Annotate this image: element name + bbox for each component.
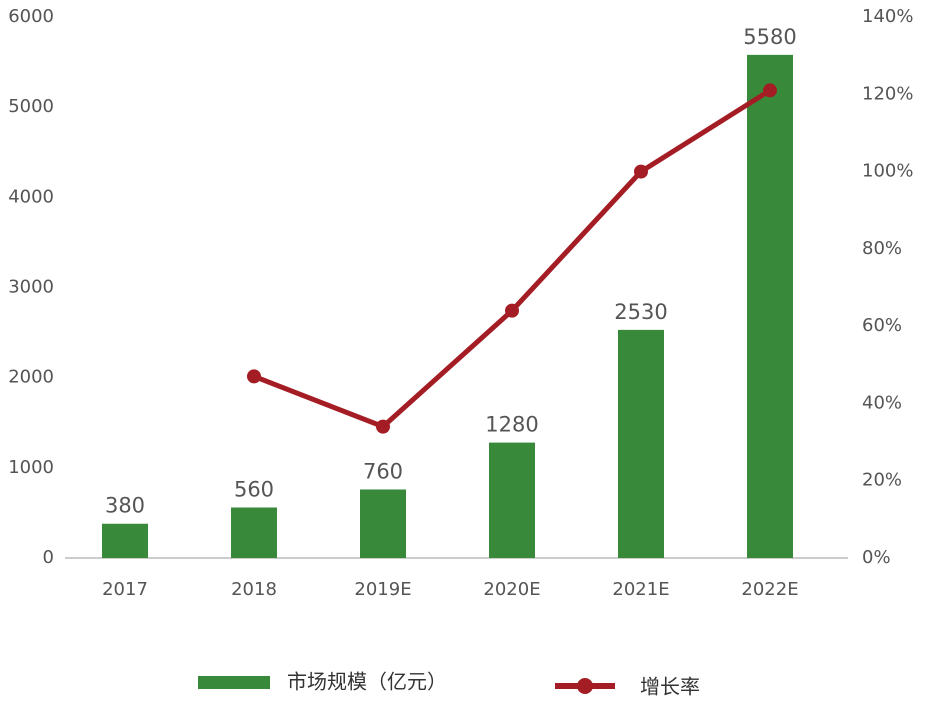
value-label: 1280 (485, 413, 538, 437)
bar (360, 489, 406, 558)
legend-swatch (198, 676, 270, 689)
y2-tick-label: 60% (862, 315, 902, 336)
bar (102, 523, 148, 558)
legend-marker (577, 678, 593, 694)
legend-label: 增长率 (640, 675, 700, 699)
line-point (376, 419, 390, 434)
y2-tick-label: 140% (862, 6, 913, 27)
line-point (247, 369, 261, 384)
y-tick-label: 3000 (8, 277, 54, 298)
y-tick-label: 1000 (8, 457, 54, 478)
line-point (505, 303, 519, 318)
bar (747, 54, 793, 559)
y2-tick-label: 120% (862, 83, 913, 104)
line (253, 88, 772, 430)
x-tick-label: 2022E (741, 579, 798, 600)
value-label: 380 (105, 494, 145, 518)
y2-tick-label: 20% (862, 470, 902, 491)
y2-tick-label: 100% (862, 161, 913, 182)
value-label: 760 (363, 459, 403, 483)
legend-label: 市场规模（亿元） (287, 670, 447, 694)
y-tick-label: 4000 (8, 186, 54, 207)
x-tick-label: 2018 (231, 579, 277, 600)
value-label: 5580 (743, 25, 796, 49)
y-tick-label: 6000 (8, 6, 54, 27)
y2-tick-label: 80% (862, 238, 902, 259)
value-label: 2530 (614, 300, 667, 324)
bar (618, 329, 664, 558)
y2-tick-label: 40% (862, 392, 902, 413)
x-tick-label: 2020E (483, 579, 540, 600)
x-tick-label: 2017 (102, 579, 148, 600)
y-tick-label: 0 (43, 547, 54, 568)
y-tick-label: 2000 (8, 367, 54, 388)
bar (489, 442, 535, 558)
line-point (634, 164, 648, 179)
y-tick-label: 5000 (8, 96, 54, 117)
x-tick-label: 2019E (354, 579, 411, 600)
y2-tick-label: 0% (862, 547, 891, 568)
line-point (763, 83, 777, 98)
bar (231, 507, 277, 558)
value-label: 560 (234, 478, 274, 502)
x-tick-label: 2021E (612, 579, 669, 600)
